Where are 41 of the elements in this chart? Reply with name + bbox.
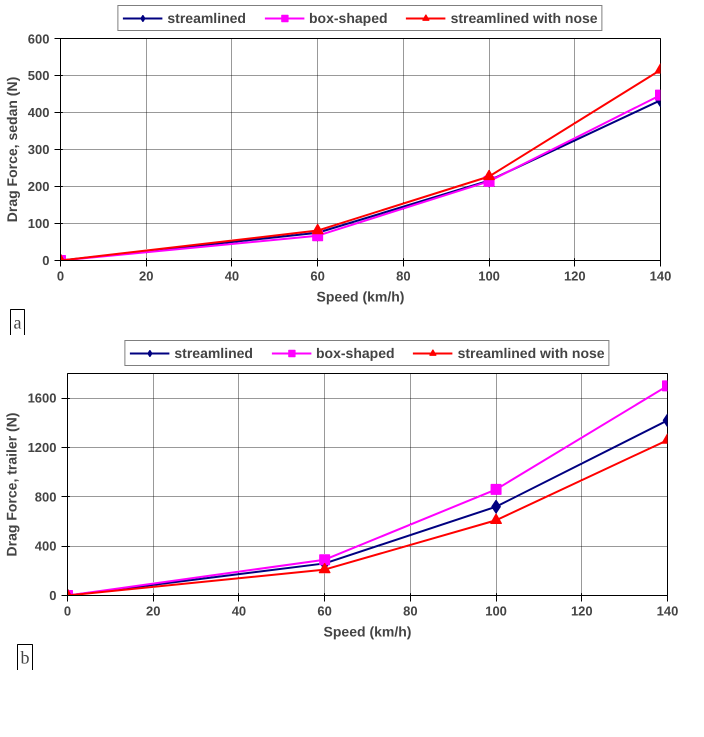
y-axis-title: Drag Force, trailer (N) [4,412,20,556]
y-axis-title: Drag Force, sedan (N) [4,76,20,222]
x-tick-label: 140 [650,268,672,284]
x-tick-label: 20 [138,268,154,284]
y-tick-label: 1600 [28,390,56,406]
x-axis-title: Speed (km/h) [316,288,404,304]
x-tick-label: 40 [224,268,240,284]
y-tick-label: 400 [34,538,57,554]
x-tick-label: 80 [396,268,411,284]
y-tick-label: 800 [34,489,57,504]
x-tick-label: 120 [570,604,593,618]
point [312,224,324,234]
text: b [20,648,30,668]
y-tick-label: 100 [28,216,50,231]
y-tick-label: 500 [28,68,50,83]
legend-label: streamlined [167,10,246,26]
legend-label: box-shaped [308,10,388,26]
point [483,170,496,180]
x-axis-title: Speed (km/h) [324,624,412,640]
x-tick-label: 120 [564,268,586,284]
y-tick-label: 200 [28,179,50,194]
y-tick-label: 600 [28,32,50,46]
y-tick-label: 0 [49,588,57,603]
legend-label: box-shaped [316,345,395,361]
text: a [14,312,22,332]
legend-label: streamlined with nose [450,10,598,26]
x-tick-label: 0 [64,604,72,618]
x-tick-label: 80 [403,604,418,618]
y-tick-label: 1200 [28,440,56,455]
x-tick-label: 60 [317,604,332,618]
x-tick-label: 100 [478,268,500,284]
legend-label: streamlined [174,345,253,361]
legend-label: streamlined with nose [458,345,605,361]
x-tick-label: 140 [656,604,678,618]
x-tick-label: 100 [485,604,507,618]
x-tick-label: 60 [310,268,325,284]
y-tick-label: 400 [28,105,50,120]
y-tick-label: 0 [42,253,50,268]
x-tick-label: 40 [232,604,246,618]
x-tick-label: 20 [146,604,160,618]
y-tick-label: 300 [28,142,50,157]
